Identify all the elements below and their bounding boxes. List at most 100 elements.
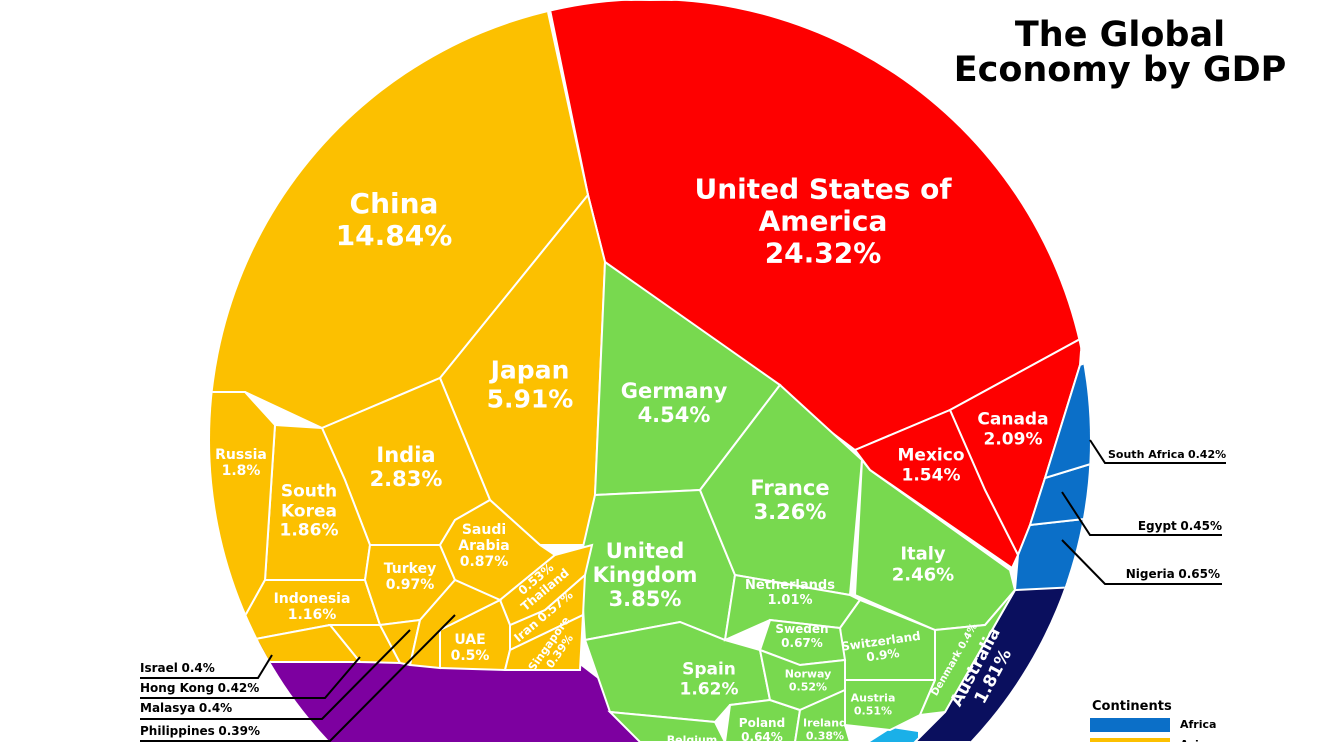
cell [1013, 513, 1090, 592]
cell-label: Hong Kong 0.42% [140, 680, 260, 696]
region [870, 728, 918, 742]
country-name: Spain [682, 659, 736, 680]
callout-line [140, 614, 456, 742]
value-label: 0.42% [1187, 448, 1227, 462]
cell-label: Russia 1.8% [206, 447, 276, 479]
value-label: 0.38% [805, 729, 845, 742]
cell [1043, 348, 1090, 480]
country-name: Norway [784, 667, 832, 681]
cell-label: Sweden 0.67% [762, 622, 842, 651]
cell-label: Turkey 0.97% [375, 561, 445, 593]
value-label: 0.67% [781, 636, 823, 650]
value-label: 1.01% [767, 593, 813, 608]
value-label: 0.97% [385, 577, 435, 593]
cell-label: Austria 0.51% [833, 692, 913, 717]
value-label: 3.26% [753, 500, 827, 524]
cell [918, 589, 1016, 717]
country-name: Mexico [897, 445, 965, 466]
value-label: 0.5% [450, 648, 490, 664]
country-name: Netherlands [745, 578, 835, 594]
cell-label: South Africa 0.42% [1108, 449, 1226, 462]
cell-label: Indonesia 1.16% [262, 591, 362, 623]
country-name: Russia [215, 446, 267, 463]
value-label: 0.45% [1180, 518, 1222, 533]
country-name: Italy [900, 543, 946, 565]
cell [503, 613, 585, 671]
callout-line [140, 656, 361, 699]
value-label: 0.52% [788, 680, 828, 693]
country-name: Sweden [775, 622, 829, 637]
value-label: 1.8% [221, 463, 261, 479]
country-name: Belgium [666, 733, 718, 742]
cell-label: Norway 0.52% [768, 668, 848, 693]
country-name: UAE [454, 631, 486, 648]
country-name: France [750, 475, 830, 500]
country-name: Poland [738, 716, 786, 731]
value-label: 1.54% [901, 465, 961, 485]
cell-label: Netherlands 1.01% [730, 578, 850, 609]
country-name: Philippines [140, 723, 215, 738]
value-label: 2.09% [983, 429, 1043, 449]
cell-label: Canada 2.09% [963, 410, 1063, 449]
value-label: 2.46% [891, 564, 955, 585]
country-name: India [376, 442, 436, 467]
callouts [140, 439, 1226, 742]
country-name: South Korea [280, 481, 338, 522]
value-label: 0.4% [198, 700, 233, 715]
callout-line [140, 629, 411, 720]
legend-swatch [1090, 738, 1170, 742]
cell-label: Ireland 0.38% [795, 717, 855, 742]
country-name: South Africa [1108, 448, 1185, 462]
country-name: Ireland [803, 716, 847, 730]
cell-label: Israel 0.4% [140, 660, 215, 676]
callout-line [1089, 439, 1226, 464]
country-name: Germany [620, 378, 728, 403]
value-label: 24.32% [764, 237, 882, 271]
chart-title: The Global Economy by GDP [953, 15, 1287, 90]
cell-label: China 14.84% [294, 186, 494, 252]
cell-label: United States of America 24.32% [683, 172, 963, 271]
cell-label: Nigeria 0.65% [1125, 566, 1220, 582]
country-name: Turkey [383, 560, 437, 577]
value-label: 0.42% [217, 680, 260, 695]
value-label: 5.91% [486, 384, 574, 413]
country-name: Nigeria [1125, 566, 1175, 581]
country-name: Canada [977, 409, 1049, 430]
country-name: Saudi Arabia [458, 521, 510, 554]
callout-line [1061, 539, 1222, 585]
legend-swatch [1090, 718, 1170, 732]
cell-label: United Kingdom 3.85% [570, 539, 720, 611]
value-label: 0.51% [853, 704, 893, 717]
value-label: 1.62% [679, 679, 739, 699]
country-name: United States of America [694, 172, 952, 238]
value-label: 0.65% [1178, 566, 1220, 581]
value-label: 0.4% [181, 660, 215, 675]
callout-line [140, 654, 273, 679]
country-name: Indonesia [273, 590, 351, 607]
cell-label: Italy 2.46% [863, 544, 983, 585]
cell-label: Philippines 0.39% [140, 723, 261, 739]
country-name: Israel [140, 660, 178, 675]
legend-label: Asia [1180, 738, 1206, 742]
cells [210, 0, 1090, 742]
value-label: 3.85% [608, 587, 682, 612]
value-label: 1.86% [279, 520, 339, 541]
cell-label: Japan 5.91% [470, 355, 590, 414]
cell-label: Saudi Arabia 0.87% [449, 522, 519, 570]
cell-label: Germany 4.54% [599, 379, 749, 427]
value-label: 14.84% [335, 219, 453, 252]
country-name: Malasya [140, 700, 196, 715]
legend-title: Continents [1092, 699, 1172, 714]
country-name: Hong Kong [140, 680, 215, 695]
cell-label: Spain 1.62% [659, 660, 759, 699]
cell-label: France 3.26% [720, 476, 860, 524]
country-name: China [349, 186, 439, 220]
country-name: United Kingdom [592, 538, 698, 587]
value-label: 0.39% [218, 723, 261, 738]
cell-label: Belgium [652, 733, 732, 742]
cell-label: Poland 0.64% [722, 716, 802, 742]
legend-label: Africa [1180, 718, 1217, 731]
cell-label: India 2.83% [351, 443, 461, 491]
cell-label: Egypt 0.45% [1138, 518, 1222, 534]
